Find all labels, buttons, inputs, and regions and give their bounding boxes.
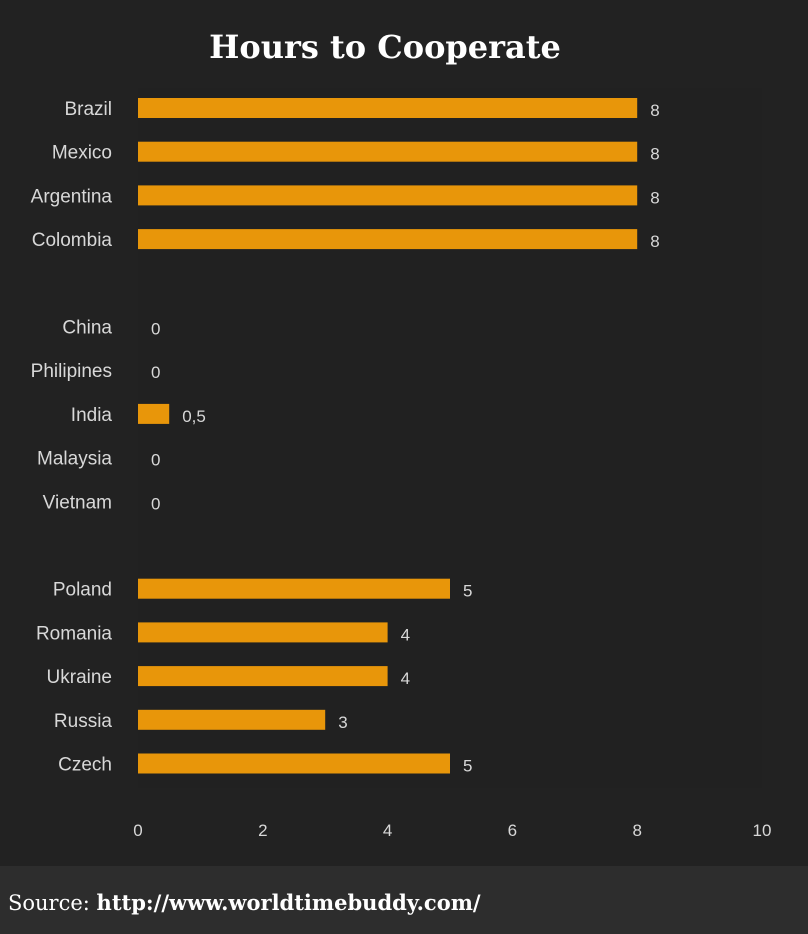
value-labels: 8 8 8 8 0 0 0,5 0 0 5 4 4 3 5 (151, 101, 660, 776)
x-tick-label: 2 (258, 821, 267, 840)
bar (138, 403, 170, 424)
value-label: 0 (151, 494, 160, 513)
category-label: Malaysia (37, 449, 112, 470)
category-label: Ukraine (47, 667, 112, 688)
bar (138, 578, 450, 599)
value-label: 8 (650, 101, 659, 120)
value-label: 5 (463, 757, 472, 776)
x-tick-label: 0 (133, 821, 142, 840)
bar (138, 622, 388, 643)
value-label: 8 (650, 188, 659, 207)
chart-title: Hours to Cooperate (209, 28, 561, 66)
category-label: Argentina (31, 186, 113, 207)
category-label: Russia (54, 711, 113, 732)
value-label: 0 (151, 320, 160, 339)
bar-chart: Brazil Mexico Argentina Colombia China Philip… (30, 98, 772, 840)
x-axis-ticks: 0 2 4 6 8 10 (133, 821, 771, 840)
bars (138, 98, 638, 774)
value-label: 5 (463, 582, 472, 601)
bar (138, 753, 450, 774)
value-label: 4 (401, 669, 410, 688)
x-tick-label: 4 (383, 821, 392, 840)
value-label: 8 (650, 145, 659, 164)
bar (138, 185, 638, 206)
value-label: 0,5 (182, 407, 206, 426)
category-label: China (62, 318, 112, 339)
value-label: 0 (151, 451, 160, 470)
value-label: 8 (650, 232, 659, 251)
x-tick-label: 10 (753, 821, 772, 840)
source-label: Source: (8, 891, 90, 915)
bar (138, 141, 638, 162)
category-labels: Brazil Mexico Argentina Colombia China Philip… (31, 99, 113, 776)
category-label: Mexico (52, 143, 112, 164)
category-label: Vietnam (43, 492, 112, 513)
source-note: Source: http://www.worldtimebuddy.com/ (8, 890, 481, 915)
category-label: India (71, 405, 113, 426)
value-label: 0 (151, 363, 160, 382)
value-label: 3 (338, 713, 347, 732)
category-label: Romania (36, 623, 112, 644)
x-tick-label: 6 (508, 821, 517, 840)
category-label: Poland (53, 580, 112, 601)
footer: Source: http://www.worldtimebuddy.com/ (0, 866, 808, 934)
bar (138, 98, 638, 118)
category-label: Brazil (64, 99, 112, 120)
bar (138, 709, 326, 730)
category-label: Czech (58, 755, 112, 776)
value-label: 4 (401, 625, 410, 644)
category-label: Philipines (31, 361, 112, 382)
bar (138, 666, 388, 687)
source-link[interactable]: http://www.worldtimebuddy.com/ (96, 890, 481, 915)
category-label: Colombia (32, 230, 113, 251)
x-tick-label: 8 (632, 821, 641, 840)
bar (138, 229, 638, 250)
